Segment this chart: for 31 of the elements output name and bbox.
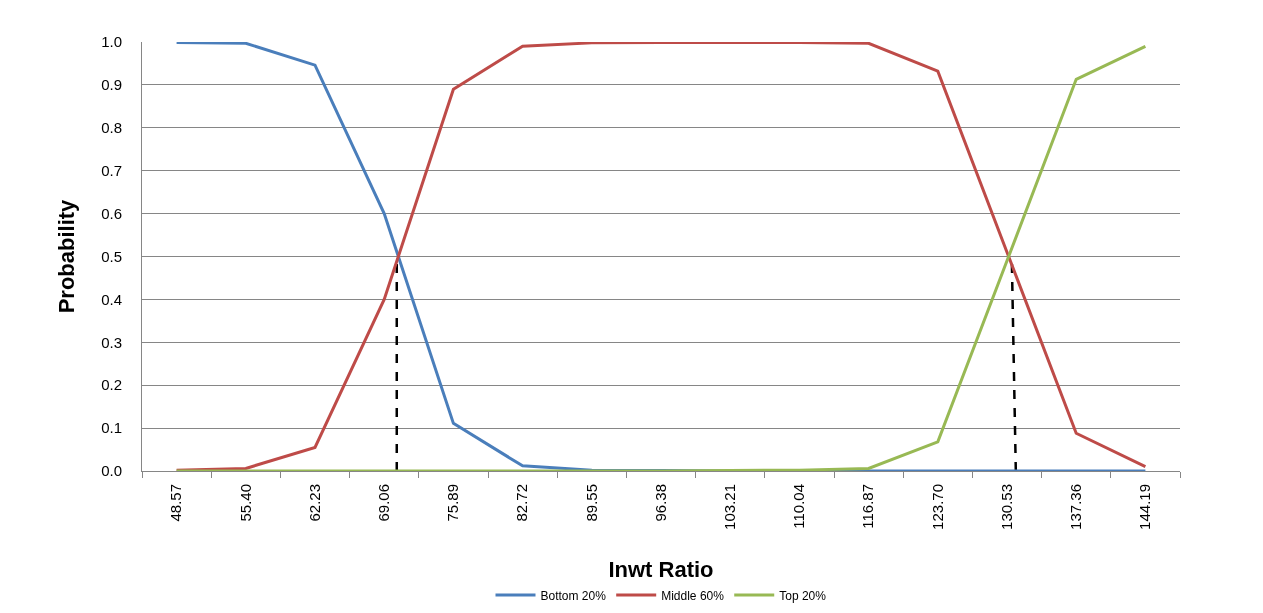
y-tick-label: 0.0 — [101, 462, 122, 480]
x-tick-label: 123.70 — [928, 484, 946, 530]
x-tick-label: 75.89 — [444, 484, 462, 522]
y-axis-title: Probability — [53, 198, 79, 314]
y-tick-label: 0.1 — [101, 419, 122, 437]
legend-label: Middle 60% — [661, 588, 725, 603]
x-tick-label: 96.38 — [651, 484, 669, 522]
x-tick-label: 89.55 — [582, 484, 600, 522]
x-tick-label: 103.21 — [721, 484, 739, 530]
x-tick-label: 144.19 — [1136, 484, 1154, 530]
legend-label: Top 20% — [779, 588, 827, 603]
x-tick-label: 62.23 — [305, 484, 323, 522]
x-tick-label: 69.06 — [375, 484, 393, 522]
y-tick-label: 1.0 — [101, 33, 122, 51]
y-tick-label: 0.7 — [101, 161, 122, 179]
y-tick-label: 0.8 — [101, 119, 122, 137]
x-tick-label: 82.72 — [513, 484, 531, 522]
x-tick-label: 48.57 — [167, 484, 185, 522]
y-tick-label: 0.5 — [101, 247, 122, 265]
x-axis-title: Inwt Ratio — [608, 556, 714, 582]
y-tick-label: 0.4 — [101, 290, 122, 308]
y-tick-label: 0.6 — [101, 204, 122, 222]
y-tick-label: 0.9 — [101, 76, 122, 94]
y-tick-label: 0.2 — [101, 376, 122, 394]
y-tick-label: 0.3 — [101, 333, 122, 351]
x-tick-label: 110.04 — [790, 484, 808, 529]
x-tick-label: 137.36 — [1067, 484, 1085, 530]
legend-label: Bottom 20% — [540, 588, 607, 603]
x-tick-label: 116.87 — [859, 484, 877, 529]
x-tick-label: 130.53 — [997, 484, 1015, 530]
x-tick-label: 55.40 — [236, 484, 254, 522]
